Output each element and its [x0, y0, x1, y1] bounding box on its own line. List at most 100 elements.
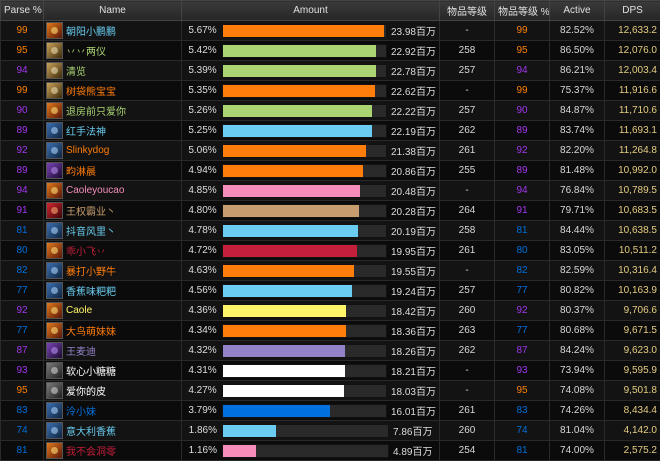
player-name-link[interactable]: 暴打小野牛 — [66, 267, 116, 278]
table-row[interactable]: 92 Caole 4.36% 18.42百万 260 92 80.37% 9,7… — [1, 301, 660, 321]
name-cell[interactable]: 抖音风里丶 — [44, 221, 182, 241]
table-row[interactable]: 81 抖音风里丶 4.78% 20.19百万 258 81 84.44% 10,… — [1, 221, 660, 241]
player-name-link[interactable]: 我不会洞零 — [66, 447, 116, 458]
name-cell[interactable]: 丷丷两仪 — [44, 41, 182, 61]
dps-cell: 11,710.6 — [605, 101, 660, 121]
player-name-link[interactable]: 爱你的皮 — [66, 387, 106, 398]
name-cell[interactable]: 香蕉味粑粑 — [44, 281, 182, 301]
table-row[interactable]: 87 王麦迪 4.32% 18.26百万 262 87 84.24% 9,623… — [1, 341, 660, 361]
name-cell[interactable]: 我不会洞零 — [44, 441, 182, 461]
ilvl-pct-cell: 93 — [495, 361, 550, 381]
name-cell[interactable]: 王麦迪 — [44, 341, 182, 361]
active-value: 83.05% — [560, 245, 594, 256]
name-cell[interactable]: Slinkydog — [44, 141, 182, 161]
druid-spec-icon — [46, 162, 63, 179]
table-header: Parse % Name Amount 物品等级 物品等级 % Active D… — [1, 1, 660, 21]
parse-value: 89 — [16, 165, 27, 176]
active-cell: 76.84% — [550, 181, 605, 201]
player-name-link[interactable]: 清览 — [66, 67, 86, 78]
name-cell[interactable]: 畇淋晨 — [44, 161, 182, 181]
name-cell[interactable]: 红手法神 — [44, 121, 182, 141]
name-cell[interactable]: 王权霸业丶 — [44, 201, 182, 221]
player-name-link[interactable]: 畇淋晨 — [66, 167, 96, 178]
player-name-link[interactable]: 王权霸业丶 — [66, 207, 116, 218]
player-name-link[interactable]: 大鸟萌妹妹 — [66, 327, 116, 338]
name-cell[interactable]: 暴打小野牛 — [44, 261, 182, 281]
amount-bar-fill — [223, 25, 384, 37]
dps-cell: 12,076.0 — [605, 41, 660, 61]
name-cell[interactable]: 泠小妹 — [44, 401, 182, 421]
table-row[interactable]: 90 退房前只爱你 5.26% 22.22百万 257 90 84.87% 11… — [1, 101, 660, 121]
amount-bar-fill — [223, 145, 367, 157]
table-row[interactable]: 93 软心小糖糖 4.31% 18.21百万 - 93 73.94% 9,595… — [1, 361, 660, 381]
name-cell[interactable]: 朝阳小鹏鹏 — [44, 21, 182, 41]
player-name-link[interactable]: 退房前只爱你 — [66, 107, 126, 118]
amount-total: 22.92百万 — [391, 43, 436, 58]
player-name-link[interactable]: 乖小飞丷 — [66, 247, 106, 258]
table-row[interactable]: 91 王权霸业丶 4.80% 20.28百万 264 91 79.71% 10,… — [1, 201, 660, 221]
table-row[interactable]: 77 香蕉味粑粑 4.56% 19.24百万 257 77 80.82% 10,… — [1, 281, 660, 301]
player-name-link[interactable]: 软心小糖糖 — [66, 367, 116, 378]
amount-bar — [222, 444, 389, 458]
player-name-link[interactable]: 丷丷两仪 — [66, 47, 106, 58]
player-name-link[interactable]: 意大利香蕉 — [66, 427, 116, 438]
player-name-link[interactable]: 抖音风里丶 — [66, 227, 116, 238]
table-row[interactable]: 99 树袋熊宝宝 5.35% 22.62百万 - 99 75.37% 11,91… — [1, 81, 660, 101]
table-row[interactable]: 83 泠小妹 3.79% 16.01百万 261 83 74.26% 8,434… — [1, 401, 660, 421]
player-name-link[interactable]: 泠小妹 — [66, 407, 96, 418]
name-cell[interactable]: 意大利香蕉 — [44, 421, 182, 441]
dps-value: 9,623.0 — [624, 345, 657, 356]
table-row[interactable]: 80 乖小飞丷 4.72% 19.95百万 261 80 83.05% 10,5… — [1, 241, 660, 261]
player-name-link[interactable]: 红手法神 — [66, 127, 106, 138]
table-row[interactable]: 81 我不会洞零 1.16% 4.89百万 254 81 74.00% 2,57… — [1, 441, 660, 461]
col-header-active[interactable]: Active — [550, 1, 605, 21]
ilvl-value: 257 — [459, 105, 476, 116]
amount-bar-fill — [223, 365, 345, 377]
table-row[interactable]: 94 Caoleyoucao 4.85% 20.48百万 - 94 76.84%… — [1, 181, 660, 201]
amount-percent: 4.56% — [185, 285, 217, 296]
table-row[interactable]: 95 爱你的皮 4.27% 18.03百万 - 95 74.08% 9,501.… — [1, 381, 660, 401]
col-header-name[interactable]: Name — [44, 1, 182, 21]
col-header-parse[interactable]: Parse % — [1, 1, 44, 21]
amount-total: 19.95百万 — [391, 243, 436, 258]
name-cell[interactable]: 大鸟萌妹妹 — [44, 321, 182, 341]
player-name-link[interactable]: 树袋熊宝宝 — [66, 87, 116, 98]
table-row[interactable]: 74 意大利香蕉 1.86% 7.86百万 260 74 81.04% 4,14… — [1, 421, 660, 441]
col-header-ilvl-pct[interactable]: 物品等级 % — [495, 1, 550, 21]
table-row[interactable]: 95 丷丷两仪 5.42% 22.92百万 258 95 86.50% 12,0… — [1, 41, 660, 61]
priest-spec-icon — [46, 362, 63, 379]
parse-cell: 82 — [1, 261, 44, 281]
table-row[interactable]: 89 红手法神 5.25% 22.19百万 262 89 83.74% 11,6… — [1, 121, 660, 141]
table-row[interactable]: 77 大鸟萌妹妹 4.34% 18.36百万 263 77 80.68% 9,6… — [1, 321, 660, 341]
name-cell[interactable]: Caole — [44, 301, 182, 321]
table-row[interactable]: 89 畇淋晨 4.94% 20.86百万 255 89 81.48% 10,99… — [1, 161, 660, 181]
dps-value: 10,163.9 — [618, 285, 657, 296]
name-cell[interactable]: 树袋熊宝宝 — [44, 81, 182, 101]
table-row[interactable]: 92 Slinkydog 5.06% 21.38百万 261 92 82.20%… — [1, 141, 660, 161]
amount-percent: 4.32% — [185, 345, 217, 356]
table-row[interactable]: 99 朝阳小鹏鹏 5.67% 23.98百万 - 99 82.52% 12,63… — [1, 21, 660, 41]
name-cell[interactable]: 软心小糖糖 — [44, 361, 182, 381]
table-row[interactable]: 82 暴打小野牛 4.63% 19.55百万 - 82 82.59% 10,31… — [1, 261, 660, 281]
ilvl-cell: - — [440, 81, 495, 101]
table-row[interactable]: 94 清览 5.39% 22.78百万 257 94 86.21% 12,003… — [1, 61, 660, 81]
player-name-link[interactable]: 朝阳小鹏鹏 — [66, 27, 116, 38]
player-name-link[interactable]: Slinkydog — [66, 145, 109, 156]
player-name-link[interactable]: 香蕉味粑粑 — [66, 287, 116, 298]
parse-cell: 87 — [1, 341, 44, 361]
name-cell[interactable]: Caoleyoucao — [44, 181, 182, 201]
player-name-link[interactable]: Caoleyoucao — [66, 185, 124, 196]
player-name-link[interactable]: Caole — [66, 305, 92, 316]
ilvl-cell: 254 — [440, 441, 495, 461]
col-header-ilvl[interactable]: 物品等级 — [440, 1, 495, 21]
name-cell[interactable]: 退房前只爱你 — [44, 101, 182, 121]
name-cell[interactable]: 清览 — [44, 61, 182, 81]
active-cell: 75.37% — [550, 81, 605, 101]
active-cell: 82.52% — [550, 21, 605, 41]
active-value: 73.94% — [560, 365, 594, 376]
col-header-dps[interactable]: DPS — [605, 1, 660, 21]
player-name-link[interactable]: 王麦迪 — [66, 347, 96, 358]
name-cell[interactable]: 乖小飞丷 — [44, 241, 182, 261]
name-cell[interactable]: 爱你的皮 — [44, 381, 182, 401]
col-header-amount[interactable]: Amount — [182, 1, 440, 21]
